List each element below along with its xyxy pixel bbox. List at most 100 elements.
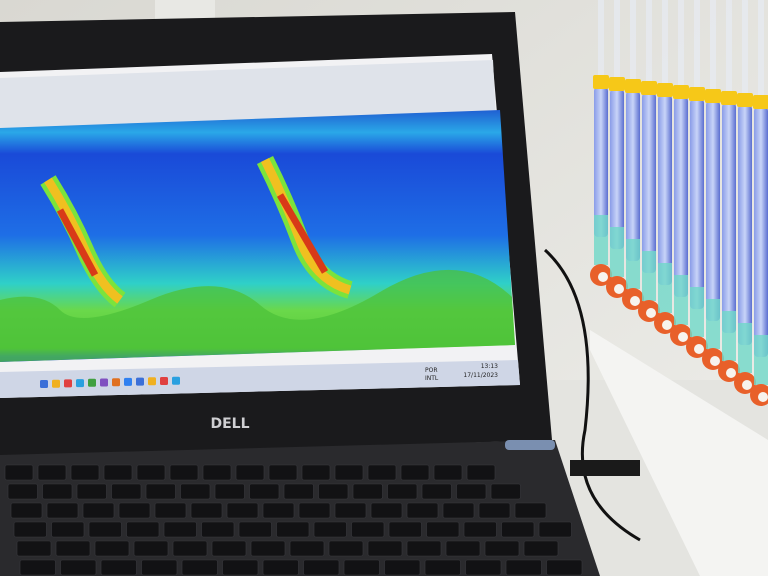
key: [367, 540, 403, 557]
key: [463, 521, 497, 538]
brand-logo: DELL: [210, 416, 249, 432]
cable: [543, 248, 641, 542]
tube-cap: [625, 79, 641, 93]
tube-cap: [609, 77, 625, 91]
tube-water: [722, 311, 736, 361]
tube-water: [754, 335, 768, 385]
key: [10, 502, 43, 519]
valve-center: [678, 332, 688, 342]
tube-water: [642, 251, 656, 301]
taskbar-icon: [40, 380, 48, 388]
key: [334, 464, 364, 481]
taskbar-icons: [40, 376, 180, 388]
key: [7, 483, 38, 500]
key: [4, 464, 34, 481]
key: [334, 502, 367, 519]
key: [172, 540, 208, 557]
tube-body: [658, 95, 672, 285]
key: [501, 521, 535, 538]
key: [367, 464, 397, 481]
tube: [694, 0, 700, 87]
key: [141, 559, 178, 576]
key: [387, 483, 418, 500]
pressure-band: [0, 269, 515, 362]
tube-cap: [705, 89, 721, 103]
tube-cap: [673, 85, 689, 99]
key: [180, 483, 211, 500]
key: [201, 521, 235, 538]
key: [133, 540, 169, 557]
key: [145, 483, 176, 500]
wave-peak: [276, 193, 329, 274]
key: [283, 483, 314, 500]
key: [169, 464, 199, 481]
keyboard-layout: INTL: [425, 375, 439, 382]
key: [51, 521, 85, 538]
key: [466, 464, 496, 481]
valve-center: [646, 308, 656, 318]
tube-body: [610, 89, 624, 249]
valve-center: [598, 272, 608, 282]
key: [400, 464, 430, 481]
key: [249, 483, 280, 500]
key: [262, 502, 295, 519]
key: [388, 521, 422, 538]
tube-stand: [590, 330, 768, 576]
key: [163, 521, 197, 538]
tube: [614, 0, 620, 77]
key: [46, 502, 79, 519]
tube: [630, 0, 636, 79]
key: [55, 540, 91, 557]
taskbar-icon: [160, 377, 168, 385]
key: [13, 521, 47, 538]
tube-cap: [721, 91, 737, 105]
key: [289, 540, 325, 557]
taskbar-icon: [52, 379, 60, 388]
key: [303, 559, 340, 576]
tube-body: [594, 87, 608, 237]
tube-cap: [593, 75, 609, 89]
key: [70, 464, 100, 481]
taskbar-icon: [64, 379, 72, 388]
tube: [646, 0, 652, 81]
tube: [662, 0, 668, 83]
tube-water: [626, 239, 640, 289]
valve-center: [758, 392, 768, 402]
key: [424, 559, 461, 576]
tube-water: [690, 287, 704, 337]
manometry-plot: [0, 110, 515, 362]
tube-body: [626, 91, 640, 261]
key: [546, 559, 583, 576]
key: [190, 502, 223, 519]
key: [276, 521, 310, 538]
tube: [758, 0, 764, 95]
key: [19, 559, 56, 576]
valve-center: [614, 284, 624, 294]
key: [478, 502, 511, 519]
tube-water: [610, 227, 624, 277]
taskbar-icon: [112, 378, 120, 387]
tube-water: [674, 275, 688, 325]
key: [100, 559, 137, 576]
key: [238, 521, 272, 538]
key: [136, 464, 166, 481]
key: [426, 521, 460, 538]
keyboard: [4, 464, 583, 576]
key: [268, 464, 298, 481]
taskbar: [0, 360, 520, 398]
tube: [710, 0, 716, 89]
tubes: [590, 0, 768, 406]
tube-water: [706, 299, 720, 349]
tube-body: [706, 101, 720, 321]
key: [126, 521, 160, 538]
key: [235, 464, 265, 481]
key: [211, 540, 247, 557]
valve-center: [726, 368, 736, 378]
key: [42, 483, 73, 500]
key: [214, 483, 245, 500]
key: [538, 521, 572, 538]
key: [298, 502, 331, 519]
key: [514, 502, 547, 519]
key: [406, 502, 439, 519]
